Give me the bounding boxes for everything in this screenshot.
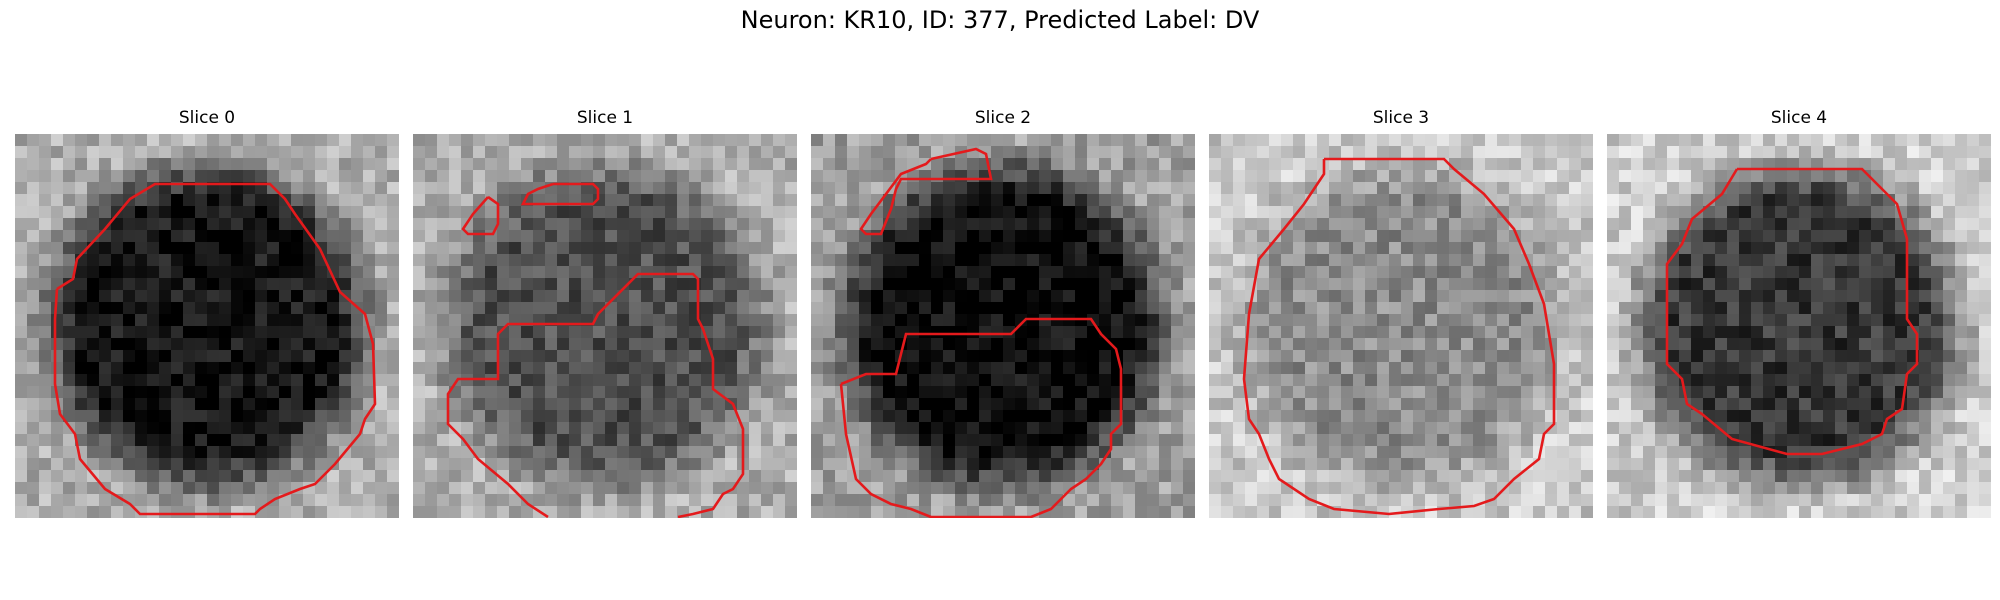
roi-contour (839, 317, 1123, 518)
slice-panel-0: Slice 0 (15, 108, 399, 518)
slice-image-3 (1209, 134, 1593, 518)
slice-image-1 (413, 134, 797, 518)
slice-title: Slice 1 (576, 108, 634, 128)
roi-contour (1242, 157, 1556, 516)
pixel-grid (1607, 134, 1991, 518)
pixel-grid (413, 134, 797, 518)
slice-panel-3: Slice 3 (1209, 108, 1593, 518)
pixel-grid (15, 134, 399, 518)
roi-contour (859, 147, 993, 236)
roi-contour (53, 182, 377, 516)
slice-title: Slice 0 (178, 108, 236, 128)
roi-contour (1665, 167, 1919, 456)
slice-panel-2: Slice 2 (811, 108, 1195, 518)
slice-title: Slice 4 (1770, 108, 1828, 128)
roi-contour (520, 182, 600, 206)
slice-title: Slice 2 (974, 108, 1032, 128)
figure-title: Neuron: KR10, ID: 377, Predicted Label: … (740, 6, 1260, 34)
slice-panel-4: Slice 4 (1607, 108, 1991, 518)
slice-image-2 (811, 134, 1195, 518)
slice-image-4 (1607, 134, 1991, 518)
pixel-grid (811, 134, 1195, 518)
roi-contour (446, 272, 745, 518)
roi-contour (461, 195, 500, 236)
slice-panel-1: Slice 1 (413, 108, 797, 518)
slice-title: Slice 3 (1372, 108, 1430, 128)
slice-image-0 (15, 134, 399, 518)
